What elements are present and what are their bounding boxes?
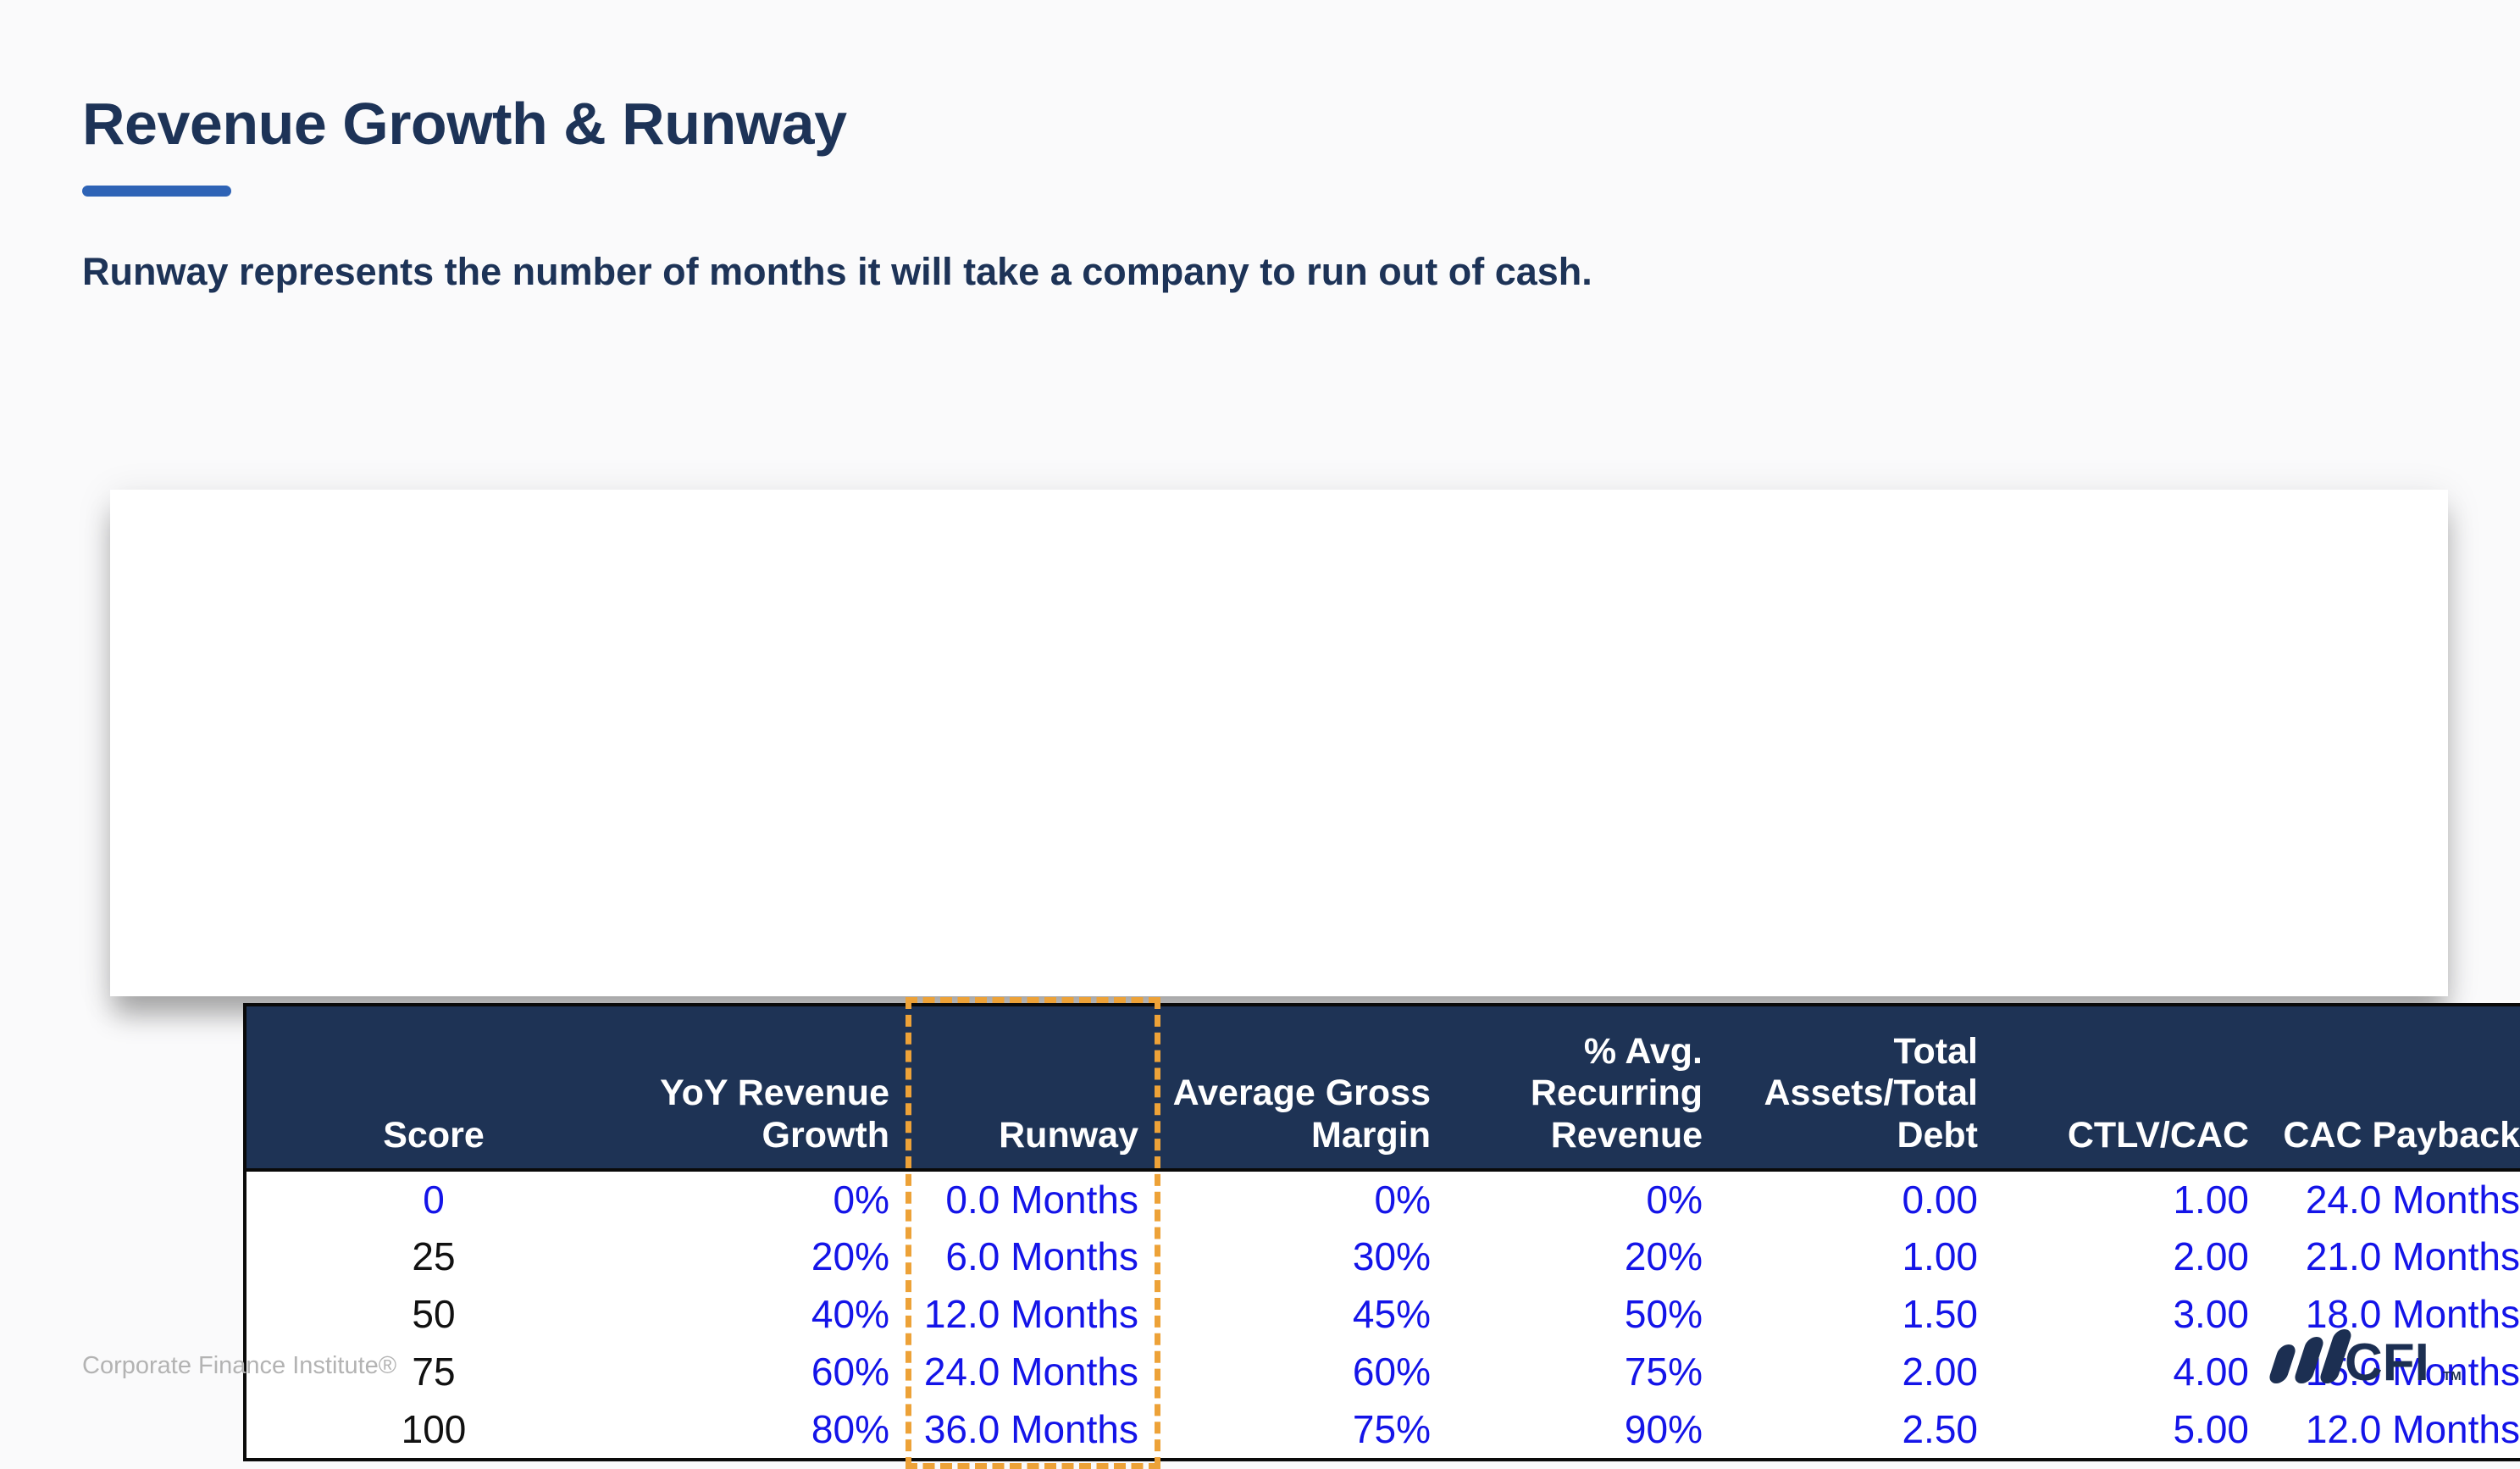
table-cell: 1.50 bbox=[1902, 1292, 1978, 1336]
table-cell: 50 bbox=[412, 1292, 456, 1336]
table-cell: 0.0 Months bbox=[945, 1178, 1138, 1222]
table-cell: 2.00 bbox=[2173, 1234, 2249, 1278]
table-cell: 5.00 bbox=[2173, 1407, 2249, 1451]
scorecard-table: Score YoY Revenue Growth Runway Average Gro… bbox=[246, 1006, 2520, 1458]
table-cell: 1.00 bbox=[2173, 1178, 2249, 1222]
table-cell: 1.00 bbox=[1902, 1234, 1978, 1278]
table-cell: 80% bbox=[811, 1407, 889, 1451]
column-header-score: Score bbox=[246, 1006, 621, 1172]
table-header-row: Score YoY Revenue Growth Runway Average Gro… bbox=[246, 1006, 2520, 1172]
page-subtitle: Runway represents the number of months i… bbox=[82, 250, 1592, 293]
table-cell: 2.00 bbox=[1902, 1350, 1978, 1394]
table-row: 0 0% 0.0 Months 0% 0% 0.00 1.00 24.0 Months bbox=[246, 1170, 2520, 1228]
column-header-cac-payback: CAC Payback bbox=[2271, 1006, 2520, 1172]
table-cell: 24.0 Months bbox=[2305, 1178, 2520, 1222]
cfi-logo-tm: TM bbox=[2443, 1369, 2462, 1383]
column-header-yoy-revenue: YoY Revenue Growth bbox=[621, 1006, 911, 1172]
table-cell: 0% bbox=[1374, 1178, 1431, 1222]
table-cell: 30% bbox=[1352, 1234, 1431, 1278]
table-cell: 12.0 Months bbox=[923, 1292, 1138, 1336]
scorecard-table-frame: Score YoY Revenue Growth Runway Average Gro… bbox=[243, 1003, 2520, 1461]
table-cell: 75% bbox=[1624, 1350, 1703, 1394]
table-cell: 4.00 bbox=[2173, 1350, 2249, 1394]
table-cell: 90% bbox=[1624, 1407, 1703, 1451]
column-header-total: Total Assets/Total Debt bbox=[1725, 1006, 2000, 1172]
table-cell: 75 bbox=[412, 1350, 456, 1394]
footer-brand-text: Corporate Finance Institute® bbox=[82, 1352, 397, 1379]
table-cell: 45% bbox=[1352, 1292, 1431, 1336]
table-cell: 75% bbox=[1352, 1407, 1431, 1451]
table-cell: 25 bbox=[412, 1234, 456, 1278]
table-cell: 0 bbox=[423, 1178, 445, 1222]
table-cell: 18.0 Months bbox=[2305, 1292, 2520, 1336]
table-row: 50 40% 12.0 Months 45% 50% 1.50 3.00 18.0 Month… bbox=[246, 1285, 2520, 1343]
table-cell: 20% bbox=[811, 1234, 889, 1278]
table-cell: 40% bbox=[811, 1292, 889, 1336]
table-cell: 36.0 Months bbox=[923, 1407, 1138, 1451]
table-cell: 60% bbox=[811, 1350, 889, 1394]
cfi-logo-icon: CFI TM bbox=[2269, 1329, 2462, 1389]
table-cell: 12.0 Months bbox=[2305, 1407, 2520, 1451]
table-cell: 100 bbox=[401, 1407, 467, 1451]
table-body: 0 0% 0.0 Months 0% 0% 0.00 1.00 24.0 Months 25 20… bbox=[246, 1170, 2520, 1458]
table-cell: 20% bbox=[1624, 1234, 1703, 1278]
column-header--avg-: % Avg. Recurring Revenue bbox=[1453, 1006, 1725, 1172]
column-header-runway: Runway bbox=[911, 1006, 1160, 1172]
table-card: Score YoY Revenue Growth Runway Average Gro… bbox=[110, 490, 2520, 1469]
table-cell: 21.0 Months bbox=[2305, 1234, 2520, 1278]
slide: { "slide": { "title": "Revenue Growth & … bbox=[82, 91, 2520, 1469]
page-title: Revenue Growth & Runway bbox=[82, 91, 847, 157]
table-cell: 50% bbox=[1624, 1292, 1703, 1336]
cfi-logo: CFI TM bbox=[2255, 1324, 2467, 1389]
table-row: 25 20% 6.0 Months 30% 20% 1.00 2.00 21.0 Months bbox=[246, 1228, 2520, 1285]
table-row: 100 80% 36.0 Months 75% 90% 2.50 5.00 12.0 Mont… bbox=[246, 1400, 2520, 1458]
table-cell: 0% bbox=[833, 1178, 889, 1222]
title-accent-underline bbox=[82, 186, 231, 197]
table-row: 75 60% 24.0 Months 60% 75% 2.00 4.00 15.0 Month… bbox=[246, 1343, 2520, 1400]
table-cell: 24.0 Months bbox=[923, 1350, 1138, 1394]
table-cell: 0.00 bbox=[1902, 1178, 1978, 1222]
column-header-average-gross: Average Gross Margin bbox=[1160, 1006, 1453, 1172]
column-header-ctlv-cac: CTLV/CAC bbox=[2000, 1006, 2271, 1172]
table-cell: 2.50 bbox=[1902, 1407, 1978, 1451]
table-cell: 3.00 bbox=[2173, 1292, 2249, 1336]
table-cell: 0% bbox=[1646, 1178, 1703, 1222]
table-cell: 6.0 Months bbox=[945, 1234, 1138, 1278]
table-cell: 60% bbox=[1352, 1350, 1431, 1394]
cfi-logo-text: CFI bbox=[2345, 1333, 2429, 1389]
